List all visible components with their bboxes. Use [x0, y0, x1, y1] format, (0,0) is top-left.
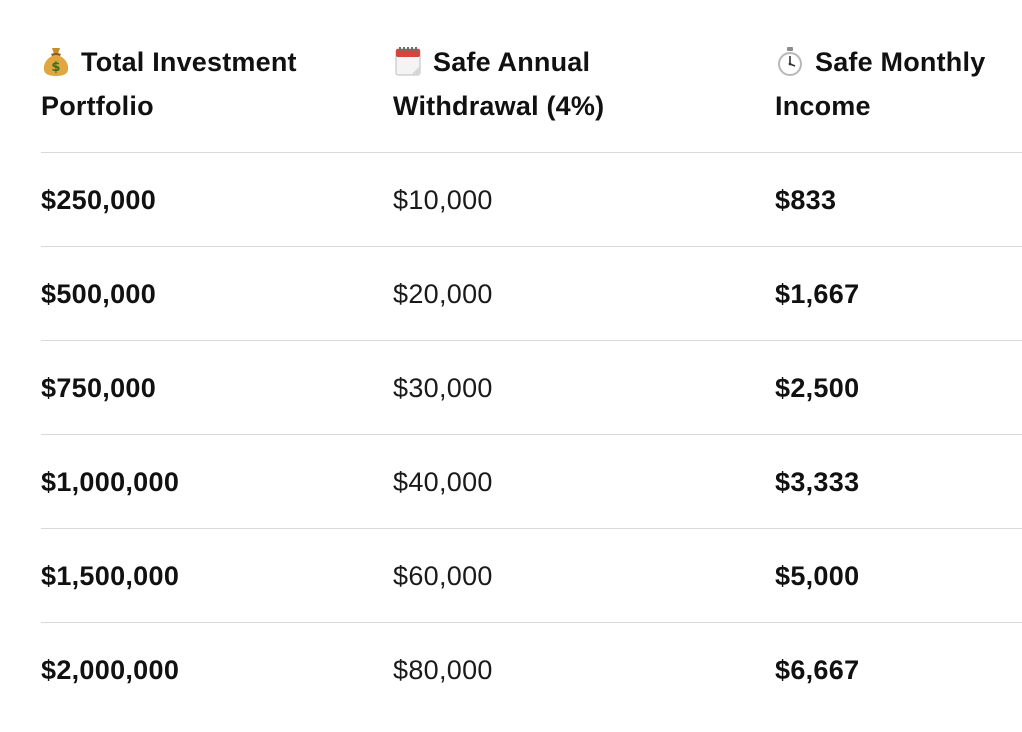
calendar-icon [393, 45, 423, 77]
portfolio-value: $1,500,000 [41, 561, 180, 591]
table-row: $250,000 $10,000 $833 [41, 153, 1022, 247]
stopwatch-icon [775, 45, 805, 77]
table-header-row: $ Total Investment Portfolio [41, 0, 1022, 153]
table-row: $750,000 $30,000 $2,500 [41, 341, 1022, 435]
monthly-income-value: $5,000 [775, 561, 860, 591]
money-bag-icon: $ [41, 45, 71, 77]
monthly-income-value: $2,500 [775, 373, 860, 403]
header-safe-annual-withdrawal: Safe Annual Withdrawal (4%) [393, 40, 604, 128]
annual-withdrawal-value: $10,000 [393, 185, 493, 215]
table-row: $1,000,000 $40,000 $3,333 [41, 435, 1022, 529]
monthly-income-value: $1,667 [775, 279, 860, 309]
annual-withdrawal-value: $20,000 [393, 279, 493, 309]
header-total-investment-portfolio: $ Total Investment Portfolio [41, 40, 297, 128]
header-safe-monthly-income: Safe Monthly Income [775, 40, 985, 128]
header-line1: Safe Annual [433, 47, 591, 77]
svg-text:$: $ [51, 60, 60, 75]
portfolio-value: $2,000,000 [41, 655, 180, 685]
header-line1: Total Investment [81, 47, 297, 77]
portfolio-value: $750,000 [41, 373, 157, 403]
withdrawal-table: $ Total Investment Portfolio [41, 0, 1022, 717]
monthly-income-value: $833 [775, 185, 837, 215]
annual-withdrawal-value: $80,000 [393, 655, 493, 685]
portfolio-value: $500,000 [41, 279, 157, 309]
portfolio-value: $1,000,000 [41, 467, 180, 497]
header-line2: Withdrawal (4%) [393, 91, 605, 121]
annual-withdrawal-value: $60,000 [393, 561, 493, 591]
table-row: $500,000 $20,000 $1,667 [41, 247, 1022, 341]
monthly-income-value: $6,667 [775, 655, 860, 685]
monthly-income-value: $3,333 [775, 467, 860, 497]
annual-withdrawal-value: $40,000 [393, 467, 493, 497]
portfolio-value: $250,000 [41, 185, 157, 215]
table-row: $1,500,000 $60,000 $5,000 [41, 529, 1022, 623]
header-line2: Portfolio [41, 91, 154, 121]
table-row: $2,000,000 $80,000 $6,667 [41, 623, 1022, 717]
header-line1: Safe Monthly [815, 47, 986, 77]
header-line2: Income [775, 91, 871, 121]
annual-withdrawal-value: $30,000 [393, 373, 493, 403]
